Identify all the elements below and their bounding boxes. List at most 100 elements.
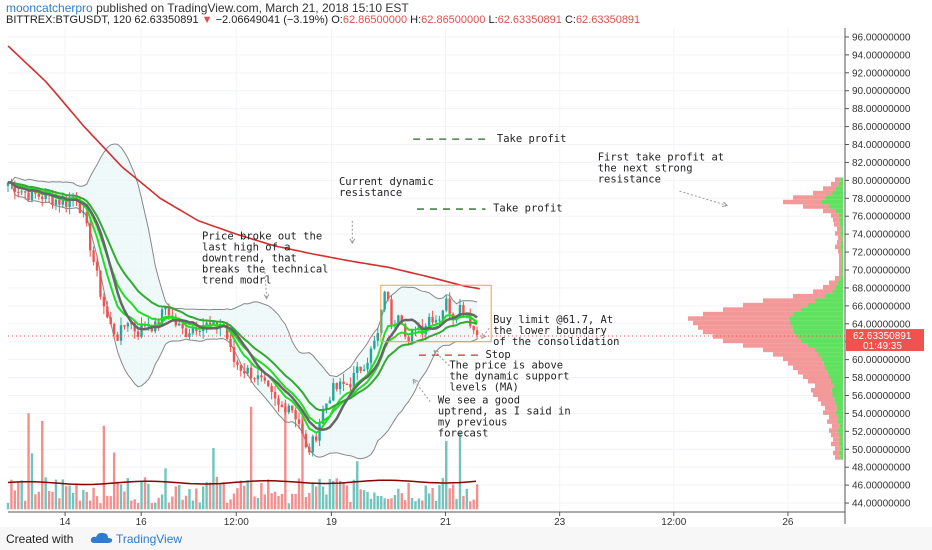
volume-bar <box>314 486 318 510</box>
price-tick-label: 48.00000000 <box>852 463 911 474</box>
candle-body <box>386 291 390 300</box>
profile-bar <box>832 289 843 294</box>
profile-bar <box>839 267 842 272</box>
volume-bar <box>92 487 95 510</box>
volume-bar <box>198 502 201 510</box>
profile-bar <box>829 374 843 380</box>
profile-bar <box>723 307 801 312</box>
annotation-stop-line: Stop <box>485 349 510 361</box>
candle-body <box>366 362 369 370</box>
ohlc-line: BITTREX:BTGUSDT, 120 62.63350891 ▼ −2.06… <box>6 14 640 26</box>
low-value: 62.63350891 <box>497 14 562 26</box>
candle-body <box>184 328 188 338</box>
volume-bar <box>253 496 256 510</box>
candle-body <box>403 323 407 337</box>
candle-body <box>82 212 85 214</box>
arrow-head <box>412 378 418 385</box>
volume-bar <box>277 495 280 510</box>
volume-bar <box>102 425 106 510</box>
profile-bar <box>832 423 840 429</box>
candle-body <box>373 340 376 349</box>
profile-bar <box>833 217 840 223</box>
volume-bar <box>356 461 359 510</box>
volume-bar <box>23 500 27 510</box>
profile-bar <box>831 181 839 187</box>
volume-bar <box>472 499 475 510</box>
volume-bar <box>407 482 410 510</box>
candle-body <box>287 405 290 413</box>
profile-bar <box>836 208 843 214</box>
profile-bar <box>808 343 843 348</box>
candle-body <box>30 189 34 201</box>
volume-bar <box>311 482 314 510</box>
price-tick-label: 94.00000000 <box>852 50 911 61</box>
author-link[interactable]: mooncatcherpro <box>6 1 93 15</box>
volume-bar <box>403 500 407 510</box>
candle-body <box>195 327 198 332</box>
volume-bar <box>95 496 99 510</box>
candle-body <box>167 307 171 316</box>
candle-body <box>359 366 362 371</box>
candle-body <box>462 304 465 315</box>
profile-bar <box>840 240 843 245</box>
arrow-head <box>349 238 356 245</box>
candle-body <box>397 315 400 325</box>
created-with-label: Created with <box>6 532 74 546</box>
candle-body <box>280 404 284 407</box>
volume-bar <box>243 485 246 510</box>
price-axis[interactable]: 44.00000000 46.00000000 48.00000000 50.0000… <box>845 32 924 510</box>
annotation-buy-limit: Buy limit @61.7, At the lower boundary of … <box>493 314 619 348</box>
profile-bar <box>832 392 843 397</box>
volume-bar <box>469 501 472 510</box>
annotation-breakout-line: downtrend, that <box>202 253 297 265</box>
volume-bar <box>386 498 390 510</box>
volume-bar <box>321 486 325 510</box>
price-tick-label: 68.00000000 <box>852 283 911 294</box>
volume-bar <box>359 489 362 510</box>
volume-bar <box>397 488 400 510</box>
price-tick-label: 70.00000000 <box>852 266 911 277</box>
annotation-dynamic-resistance-line: resistance <box>339 187 402 199</box>
band-upper <box>7 143 478 378</box>
volume-bar <box>212 448 215 510</box>
volume-bar <box>78 500 82 510</box>
volume-bar <box>455 498 458 510</box>
volume-bar <box>232 493 236 510</box>
candle-body <box>178 323 181 326</box>
price-tick-label: 92.00000000 <box>852 68 911 79</box>
last-price-badge-time: 01:49:35 <box>863 341 902 352</box>
volume-bar <box>417 498 421 510</box>
candle-body <box>390 299 393 325</box>
profile-bar <box>835 446 841 451</box>
volume-bar <box>68 485 71 510</box>
volume-bar <box>280 493 284 510</box>
candle-body <box>448 298 451 314</box>
candle-body <box>294 410 297 420</box>
volume-bar <box>273 491 277 510</box>
profile-bar <box>839 450 843 456</box>
price-chart[interactable]: Price broke out the last high of a downtre… <box>0 0 932 527</box>
candle-body <box>427 316 431 327</box>
profile-bar <box>698 325 793 330</box>
candle-body <box>41 196 44 200</box>
volume-bar <box>123 491 126 510</box>
profile-bar <box>793 195 826 200</box>
candle-body <box>328 400 332 404</box>
profile-bar <box>831 432 839 438</box>
profile-bar <box>839 271 842 276</box>
volume-bar <box>54 479 58 510</box>
volume-bar <box>34 494 37 510</box>
volume-bar <box>229 499 232 510</box>
tradingview-logo[interactable]: TradingView <box>116 532 183 546</box>
profile-bar <box>839 437 843 442</box>
price-tick-label: 88.00000000 <box>852 104 911 115</box>
volume-bar <box>150 503 154 510</box>
candle-body <box>212 321 215 325</box>
time-axis[interactable]: 14 16 12:00 19 21 23 12:00 26 <box>60 512 794 527</box>
volume-bar <box>267 479 270 510</box>
volume-bar <box>249 406 253 510</box>
publish-line: mooncatcherpro published on TradingView.… <box>6 1 409 15</box>
profile-bar <box>803 204 829 209</box>
profile-bar <box>840 455 843 460</box>
candle-body <box>256 375 260 380</box>
